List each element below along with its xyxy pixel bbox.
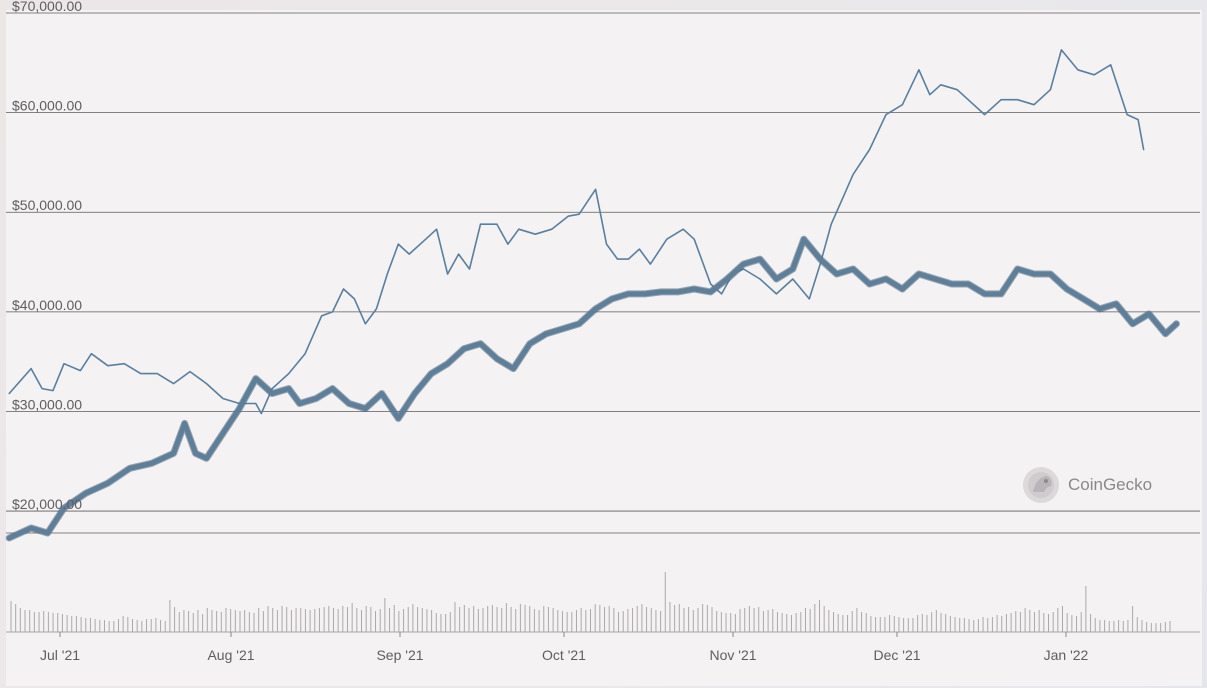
watermark-label: CoinGecko bbox=[1068, 475, 1152, 494]
series-layer bbox=[5, 49, 1180, 542]
x-tick-label: Dec '21 bbox=[873, 647, 920, 663]
y-tick-label: $50,000.00 bbox=[12, 197, 82, 213]
series-line-thin bbox=[8, 49, 1145, 415]
grid-layer bbox=[6, 12, 1200, 633]
series-line-thick bbox=[6, 236, 1179, 541]
y-tick-label: $40,000.00 bbox=[12, 297, 82, 313]
volume-bars bbox=[10, 572, 1171, 632]
x-tick-label: Sep '21 bbox=[376, 647, 423, 663]
plot-panel bbox=[6, 10, 1202, 686]
series-line-shadow bbox=[5, 235, 1180, 542]
x-tick-label: Aug '21 bbox=[207, 647, 254, 663]
x-axis-labels: Jul '21 Aug '21 Sep '21 Oct '21 Nov '21 Dec '… bbox=[40, 632, 1089, 663]
y-tick-label: $20,000.00 bbox=[12, 496, 82, 512]
x-tick-label: Oct '21 bbox=[542, 647, 586, 663]
gecko-eye-icon bbox=[1044, 479, 1048, 483]
x-tick-label: Jan '22 bbox=[1044, 647, 1089, 663]
y-axis-labels: $20,000.00 $30,000.00 $40,000.00 $50,000.00… bbox=[12, 0, 82, 512]
y-tick-label: $70,000.00 bbox=[12, 0, 82, 14]
x-tick-label: Nov '21 bbox=[709, 647, 756, 663]
coingecko-watermark: CoinGecko bbox=[1023, 467, 1152, 503]
y-tick-label: $30,000.00 bbox=[12, 396, 82, 412]
x-tick-label: Jul '21 bbox=[40, 647, 80, 663]
y-tick-label: $60,000.00 bbox=[12, 98, 82, 114]
